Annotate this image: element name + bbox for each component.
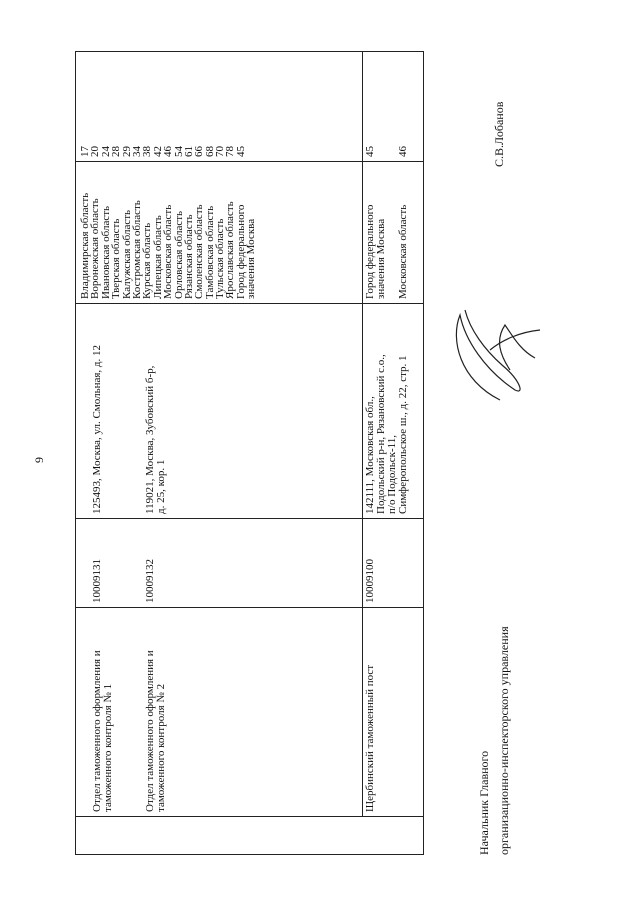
text-line: д. 25, кор. 1 (155, 459, 167, 514)
item-block: 125493, Москва, ул. Смольная, д. 12 (91, 308, 145, 514)
page-number: 9 (32, 457, 46, 463)
region-name: Московская область (397, 204, 409, 299)
region-code (246, 56, 256, 157)
region-code: 68 (203, 146, 216, 157)
title-line-2: организационно-инспекторского управления (497, 626, 511, 855)
code-cell: 10009131 10009132 (75, 518, 363, 608)
regions-cell: Город федерального значения Москва Московс… (362, 161, 424, 304)
region-code (376, 56, 387, 157)
text-line: 10009100 (364, 559, 376, 603)
region-codes-cell: 45 46 (362, 51, 424, 162)
region-code: 66 (193, 146, 206, 157)
item-block: 10009132 (144, 523, 198, 603)
cell-content: 10009131 10009132 (76, 519, 198, 607)
region-code: 17 (79, 146, 91, 157)
name-cell: Щербинский таможенный пост (362, 607, 424, 817)
text-line: 10009132 (144, 559, 156, 603)
text-line: Симферопольское ш., д. 22, стр. 1 (397, 355, 409, 514)
cell-content: 125493, Москва, ул. Смольная, д. 12 11902… (76, 304, 198, 518)
region-code: 42 (151, 146, 164, 157)
region-code: 78 (224, 146, 237, 157)
region-name: значения Москва (375, 218, 387, 299)
text-line: таможенного контроля № 2 (155, 683, 167, 812)
item-block: Отдел таможенного оформления и таможенног… (144, 612, 198, 812)
region-name: Тверская область (110, 218, 123, 299)
cell-content: Отдел таможенного оформления и таможенног… (76, 608, 198, 816)
region-code: 28 (110, 146, 123, 157)
region-name: Московская область (162, 204, 175, 299)
cell-content: Щербинский таможенный пост (363, 608, 418, 816)
region-code: 34 (130, 146, 143, 157)
text-line: таможенного контроля № 1 (102, 683, 114, 812)
region-code: 61 (182, 146, 195, 157)
region-code: 45 (364, 146, 376, 157)
region-codes-cell: 17 20 24 28 29 34 38 42 46 54 61 66 68 70 78 45 (75, 51, 363, 162)
customs-table: Отдел таможенного оформления и таможенног… (75, 51, 424, 855)
text-line: 10009131 (91, 559, 103, 603)
region-code: 38 (141, 146, 154, 157)
region-code: 24 (99, 146, 112, 157)
regions-cell: Владимирская область Воронежская область И… (75, 161, 363, 304)
region-list: Город федерального значения Москва Московс… (363, 162, 409, 303)
code-cell: 10009100 (362, 518, 424, 608)
text-line: 125493, Москва, ул. Смольная, д. 12 (91, 344, 103, 514)
title-line-1: Начальник Главного (477, 750, 491, 855)
item-block: 142111, Московская обл., Подольский р-н, … (364, 308, 418, 514)
table-row: Отдел таможенного оформления и таможенног… (75, 51, 424, 855)
region-code (387, 56, 398, 157)
region-code: 54 (172, 146, 185, 157)
region-code: 70 (214, 146, 227, 157)
signature-image (455, 309, 541, 401)
region-code: 20 (89, 146, 102, 157)
index-cell (75, 816, 424, 855)
item-block: 119021, Москва, Зубовский б-р, д. 25, кор… (144, 308, 198, 514)
cell-content: 142111, Московская обл., Подольский р-н, … (363, 304, 418, 518)
signatory-title: Начальник Главного организационно-инспек… (474, 626, 514, 855)
text-line: Щербинский таможенный пост (364, 664, 376, 812)
region-code-list: 45 46 (363, 52, 409, 161)
table-row: Щербинский таможенный пост 10009100 142111… (362, 51, 424, 855)
address-cell: 142111, Московская обл., Подольский р-н, … (362, 303, 424, 519)
region-list: Владимирская область Воронежская область И… (76, 162, 257, 303)
region-code: 46 (162, 146, 175, 157)
region-code: 29 (120, 146, 133, 157)
region-code-list: 17 20 24 28 29 34 38 42 46 54 61 66 68 70 78 45 (76, 52, 257, 161)
region-code: 46 (397, 146, 409, 157)
signatory-name: С.В.Лобанов (492, 101, 506, 167)
item-block: 10009131 (91, 523, 145, 603)
name-cell: Отдел таможенного оформления и таможенног… (75, 607, 363, 817)
address-cell: 125493, Москва, ул. Смольная, д. 12 11902… (75, 303, 363, 519)
region-name: значения Москва (245, 218, 258, 299)
item-block: Щербинский таможенный пост (364, 612, 418, 812)
cell-content: 10009100 (363, 519, 418, 607)
item-block: Отдел таможенного оформления и таможенног… (91, 612, 145, 812)
item-block: 10009100 (364, 523, 418, 603)
region-code: 45 (234, 146, 247, 157)
